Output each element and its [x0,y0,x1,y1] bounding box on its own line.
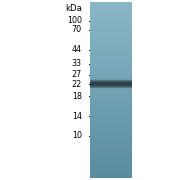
Text: 14: 14 [72,112,82,121]
Text: 22: 22 [72,80,82,89]
Text: 33: 33 [72,59,82,68]
Text: 18: 18 [72,92,82,101]
Text: 44: 44 [72,45,82,54]
Text: 70: 70 [72,25,82,34]
Text: 10: 10 [72,131,82,140]
Text: 100: 100 [67,16,82,25]
Text: 27: 27 [72,70,82,79]
Text: kDa: kDa [65,4,82,13]
